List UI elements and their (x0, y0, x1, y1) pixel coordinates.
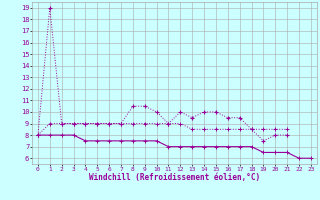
X-axis label: Windchill (Refroidissement éolien,°C): Windchill (Refroidissement éolien,°C) (89, 173, 260, 182)
